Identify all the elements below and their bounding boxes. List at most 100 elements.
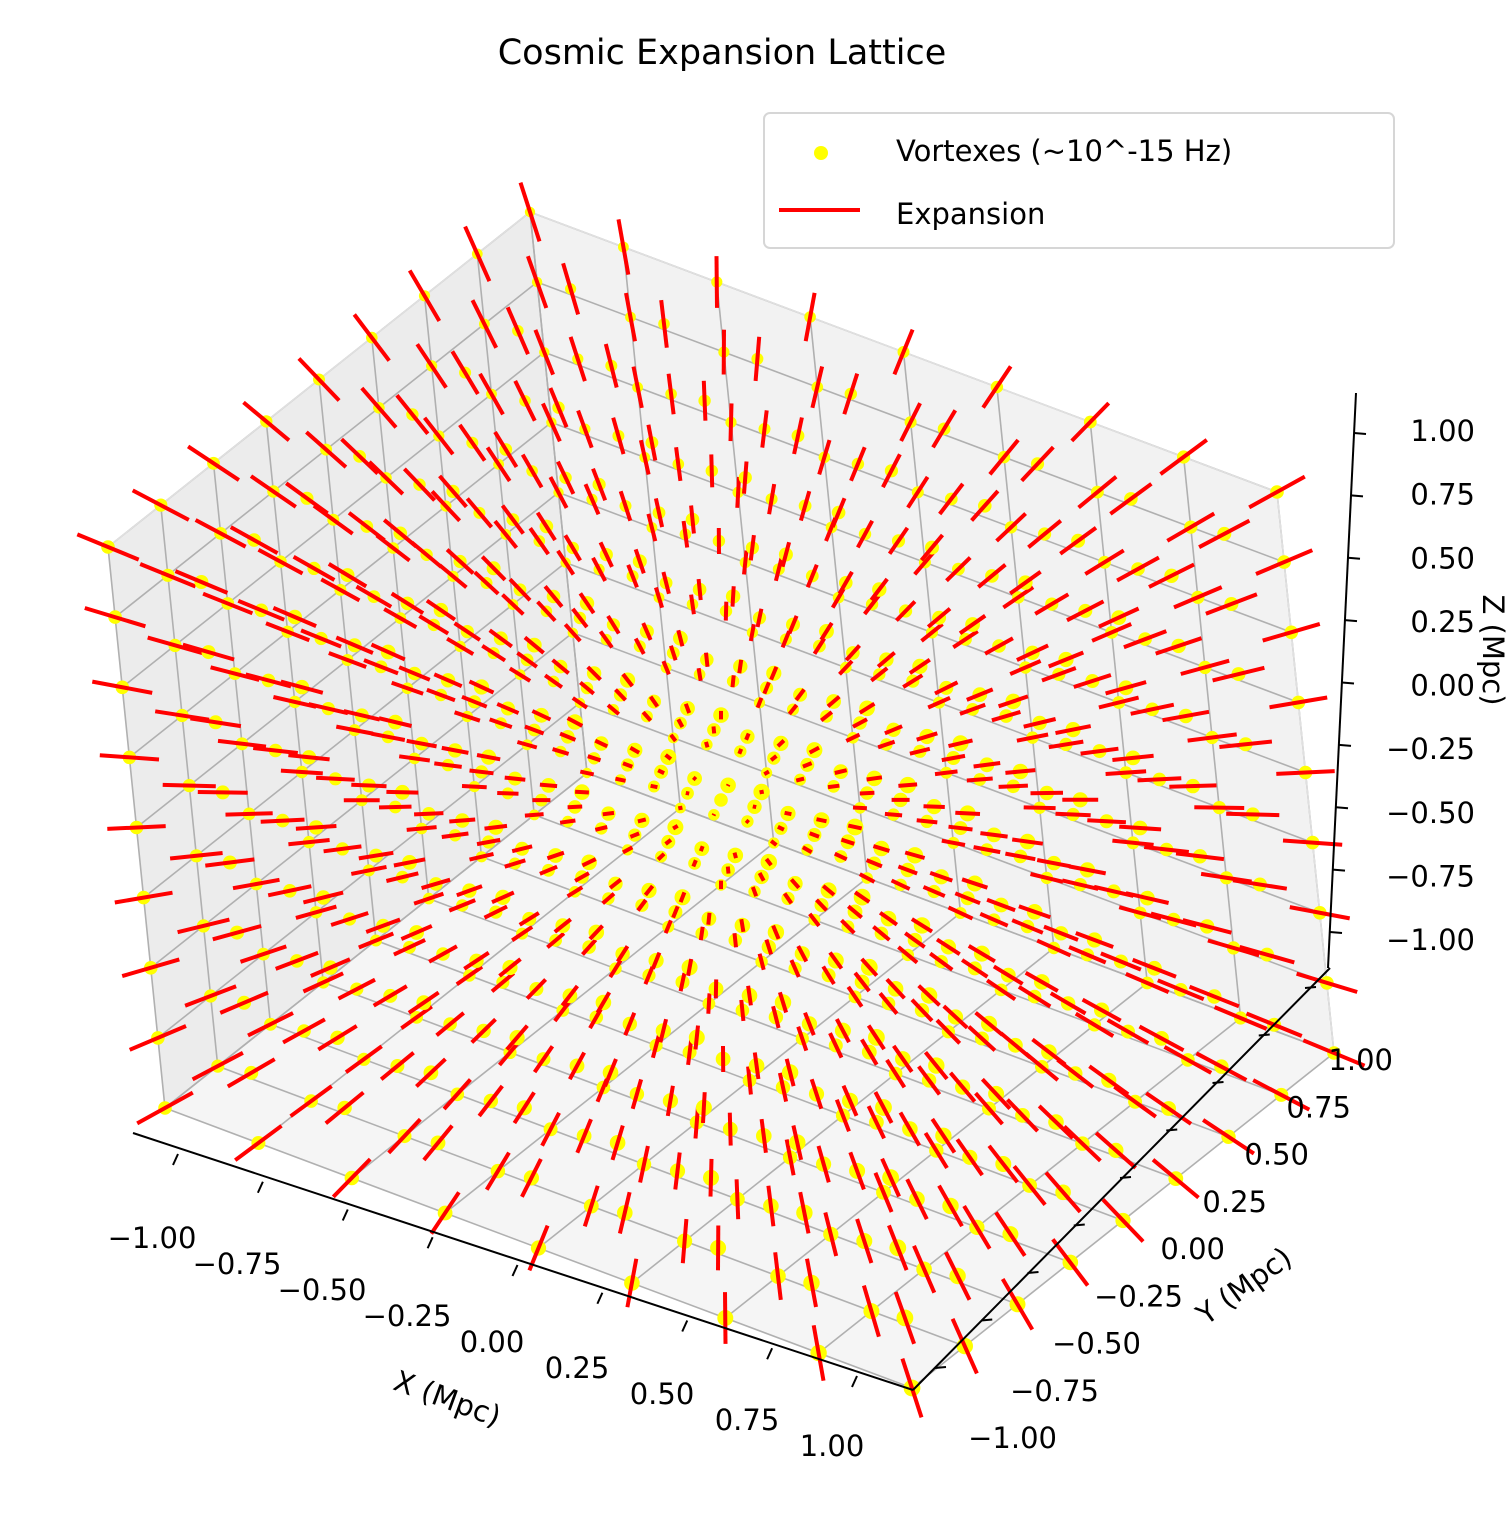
expansion-vector — [948, 738, 973, 749]
expansion-vector — [435, 1011, 465, 1037]
expansion-vector — [698, 845, 705, 852]
x-tick-mark — [766, 1347, 774, 1360]
x-tick-label: −1.00 — [108, 1221, 197, 1255]
expansion-vector — [455, 965, 484, 986]
expansion-vector — [812, 637, 826, 655]
expansion-vector — [630, 1078, 644, 1110]
y-tick-label: −0.25 — [1094, 1279, 1183, 1313]
expansion-vector — [1091, 622, 1132, 643]
expansion-vector — [1212, 665, 1265, 683]
expansion-vector — [1012, 1164, 1047, 1207]
y-tick-mark — [1258, 1033, 1270, 1037]
expansion-vector — [1094, 1131, 1137, 1170]
expansion-vector — [1112, 838, 1154, 847]
y-tick-label: 0.00 — [1160, 1232, 1225, 1266]
expansion-vector — [973, 761, 1001, 769]
expansion-vector — [739, 999, 746, 1022]
expansion-vector — [1023, 717, 1057, 729]
expansion-vector — [897, 945, 919, 965]
expansion-vector — [817, 439, 832, 475]
expansion-vector — [752, 1052, 761, 1080]
expansion-vector — [470, 299, 498, 349]
expansion-vector — [676, 629, 685, 647]
expansion-vector — [892, 328, 915, 376]
expansion-vector — [434, 761, 462, 769]
expansion-vector — [764, 857, 773, 867]
expansion-vector — [966, 776, 993, 783]
expansion-vector — [76, 532, 140, 562]
legend: Vortexes (~10^-15 Hz) Expansion — [763, 112, 1395, 249]
expansion-vector — [643, 884, 655, 897]
expansion-vector — [556, 549, 576, 576]
expansion-vector — [1116, 555, 1160, 583]
legend-frame — [763, 112, 1395, 249]
expansion-vector — [1187, 732, 1237, 743]
expansion-vector — [1188, 984, 1240, 1009]
expansion-vector — [344, 1044, 383, 1074]
expansion-vector — [453, 621, 482, 642]
expansion-vector — [1087, 818, 1127, 825]
expansion-vector — [885, 977, 906, 1000]
expansion-vector — [714, 256, 719, 308]
expansion-vector — [984, 636, 1014, 656]
expansion-vector — [463, 225, 492, 283]
expansion-vector — [672, 824, 679, 831]
expansion-vector — [900, 1357, 924, 1419]
expansion-vector — [876, 651, 896, 669]
expansion-vector — [1112, 753, 1154, 762]
expansion-vector — [677, 805, 683, 811]
expansion-vector — [598, 630, 614, 649]
expansion-vector — [136, 1090, 194, 1126]
expansion-vector — [641, 622, 653, 641]
expansion-vector — [815, 898, 828, 912]
expansion-vector — [819, 710, 834, 722]
expansion-vector — [948, 1071, 977, 1103]
z-tick-mark — [1353, 432, 1367, 435]
expansion-vector — [692, 775, 698, 782]
expansion-vector — [1118, 905, 1162, 921]
expansion-vector — [128, 1024, 187, 1052]
expansion-vector — [606, 703, 621, 716]
z-axis-label: Z (Mpc) — [1476, 594, 1507, 705]
expansion-vector — [608, 878, 623, 890]
expansion-vector — [292, 555, 336, 582]
expansion-vector — [465, 497, 494, 529]
expansion-vector — [1009, 659, 1042, 676]
expansion-vector — [498, 957, 522, 978]
expansion-vector — [833, 851, 848, 862]
expansion-vector — [942, 1004, 969, 1030]
expansion-vector — [880, 1157, 901, 1198]
expansion-vector — [923, 1051, 949, 1081]
expansion-vector — [1068, 864, 1107, 876]
expansion-vector — [1269, 695, 1328, 710]
expansion-vector — [512, 1091, 536, 1125]
expansion-vector — [1031, 1037, 1067, 1067]
expansion-vector — [594, 825, 608, 832]
expansion-vector — [735, 476, 741, 508]
z-tick-mark — [1332, 868, 1346, 872]
expansion-vector — [121, 957, 180, 979]
z-tick-label: 1.00 — [1410, 414, 1475, 448]
expansion-vector — [295, 904, 337, 920]
expansion-vector — [1119, 824, 1162, 832]
expansion-vector — [430, 490, 462, 523]
expansion-vector — [987, 1144, 1019, 1184]
expansion-vector — [556, 460, 576, 495]
expansion-vector — [638, 439, 651, 475]
expansion-vector — [1059, 526, 1098, 556]
expansion-vector — [583, 483, 601, 516]
expansion-vector — [1182, 918, 1232, 935]
expansion-vector — [1036, 858, 1071, 869]
expansion-vector — [902, 673, 924, 689]
expansion-vector — [725, 783, 731, 787]
expansion-vector — [1074, 1011, 1115, 1038]
expansion-vector — [723, 1292, 728, 1344]
expansion-vector — [415, 1057, 447, 1088]
x-tick-label: −0.50 — [278, 1273, 367, 1307]
expansion-vector — [581, 938, 598, 956]
z-tick-mark — [1329, 931, 1343, 934]
expansion-vector — [355, 584, 393, 609]
expansion-vector — [995, 512, 1027, 543]
expansion-vector — [898, 1111, 922, 1147]
expansion-vector — [643, 965, 655, 985]
